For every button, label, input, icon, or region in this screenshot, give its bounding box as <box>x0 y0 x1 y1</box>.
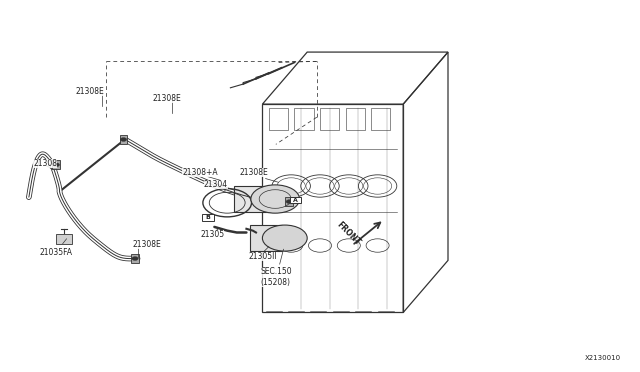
Bar <box>269 108 288 130</box>
Circle shape <box>262 225 307 251</box>
Bar <box>294 108 314 130</box>
Text: 21308E: 21308E <box>152 94 181 103</box>
Circle shape <box>120 138 127 141</box>
Circle shape <box>251 185 300 213</box>
Text: 21308: 21308 <box>33 159 58 168</box>
Bar <box>290 197 301 203</box>
Bar <box>346 108 365 130</box>
Text: 21305: 21305 <box>200 230 225 239</box>
Polygon shape <box>250 225 282 251</box>
Bar <box>120 135 127 144</box>
Text: 21304: 21304 <box>204 180 228 189</box>
Bar <box>285 197 293 206</box>
Text: X2130010: X2130010 <box>585 355 621 361</box>
Bar <box>52 160 60 169</box>
Circle shape <box>132 257 138 260</box>
Bar <box>202 214 214 221</box>
Text: 21035FA: 21035FA <box>40 248 73 257</box>
Text: 21305II: 21305II <box>248 252 277 261</box>
Text: 21308E: 21308E <box>240 169 269 177</box>
Bar <box>371 108 390 130</box>
Circle shape <box>53 163 60 167</box>
Text: 21308E: 21308E <box>76 87 104 96</box>
Text: A: A <box>293 198 298 203</box>
Polygon shape <box>234 186 275 212</box>
Bar <box>131 254 139 263</box>
Bar <box>320 108 339 130</box>
Bar <box>56 234 72 244</box>
Text: SEC.150
(15208): SEC.150 (15208) <box>260 267 292 287</box>
Text: 21308+A: 21308+A <box>182 169 218 177</box>
Text: 21308E: 21308E <box>132 240 161 249</box>
Text: FRONT: FRONT <box>335 220 362 247</box>
Circle shape <box>286 200 292 203</box>
Text: B: B <box>205 215 211 220</box>
